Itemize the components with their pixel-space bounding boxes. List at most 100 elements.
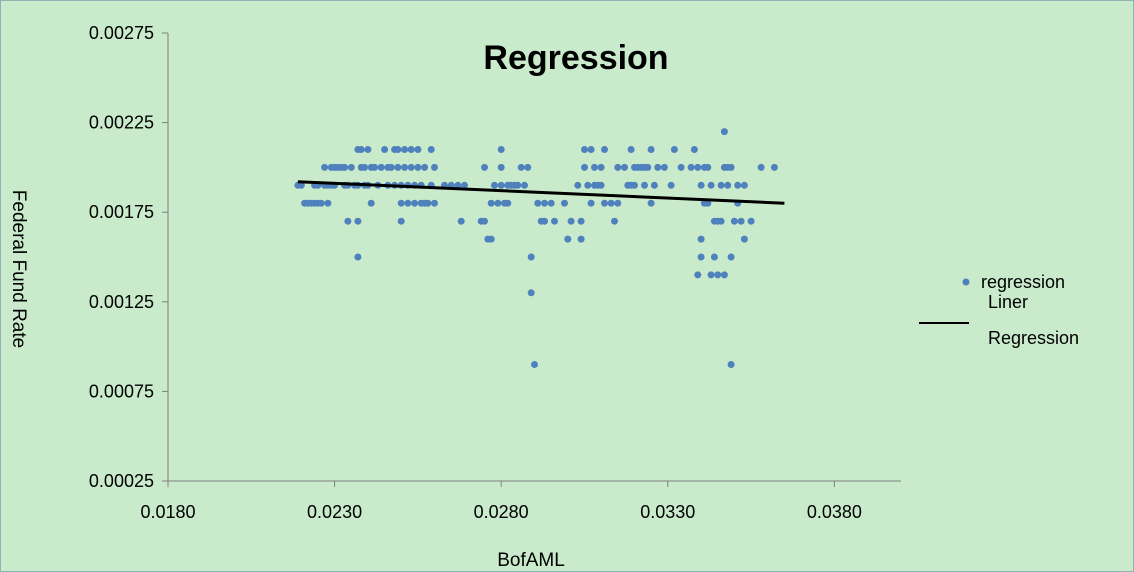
scatter-point xyxy=(577,235,585,243)
scatter-point xyxy=(401,163,409,171)
scatter-point xyxy=(614,199,622,207)
scatter-point xyxy=(487,199,495,207)
scatter-point xyxy=(407,146,415,153)
scatter-point xyxy=(690,146,698,153)
scatter-point xyxy=(747,217,755,225)
scatter-point xyxy=(707,181,715,189)
scatter-point xyxy=(387,163,395,171)
scatter-point xyxy=(367,199,375,207)
scatter-point xyxy=(407,163,415,171)
axes xyxy=(167,33,901,482)
scatter-point xyxy=(321,163,329,171)
x-tick-label: 0.0230 xyxy=(307,502,362,522)
scatter-point xyxy=(364,146,372,153)
scatter-point xyxy=(694,271,702,279)
scatter-point xyxy=(524,163,532,171)
y-ticks: 0.00025 0.00075 0.00125 0.00175 0.00225 0.002… xyxy=(89,23,168,491)
regression-line xyxy=(297,180,785,205)
x-axis-title: BofAML xyxy=(497,550,565,571)
scatter-point xyxy=(541,217,548,225)
scatter-point xyxy=(727,163,735,171)
scatter-point xyxy=(667,181,675,189)
scatter-point xyxy=(697,181,705,189)
scatter-point xyxy=(497,181,505,189)
legend-label-line-1: Liner xyxy=(988,292,1028,312)
x-tick-label: 0.0180 xyxy=(140,502,195,522)
scatter-point xyxy=(641,181,648,189)
scatter-point xyxy=(574,181,582,189)
scatter-point xyxy=(354,217,362,225)
scatter-point xyxy=(770,163,778,171)
scatter-point xyxy=(357,146,365,153)
scatter-point xyxy=(414,146,422,153)
y-tick-label: 0.00125 xyxy=(89,292,154,312)
scatter-point xyxy=(654,163,662,171)
scatter-point xyxy=(727,361,735,368)
legend-marker-regression xyxy=(962,278,970,286)
scatter-point xyxy=(647,199,655,207)
scatter-point xyxy=(404,199,412,207)
scatter-point xyxy=(607,199,615,207)
scatter-point xyxy=(627,146,635,153)
scatter-point xyxy=(697,235,705,243)
scatter-point xyxy=(601,146,608,153)
scatter-point xyxy=(581,146,588,153)
scatter-point xyxy=(491,181,498,189)
scatter-point xyxy=(587,146,595,153)
scatter-point xyxy=(710,253,718,261)
scatter-point xyxy=(740,235,748,243)
scatter-point xyxy=(354,253,362,261)
scatter-point xyxy=(317,199,325,207)
scatter-point xyxy=(457,217,465,225)
legend-label-regression: regression xyxy=(981,272,1065,292)
scatter-point xyxy=(737,217,745,225)
scatter-point xyxy=(401,146,409,153)
scatter-point xyxy=(647,146,655,153)
scatter-point xyxy=(714,271,722,279)
scatter-point xyxy=(631,181,638,189)
scatter-point xyxy=(757,163,765,171)
y-axis-title: Federal Fund Rate xyxy=(8,190,29,348)
regression-line-group xyxy=(297,180,785,205)
scatter-point xyxy=(551,217,558,225)
scatter-point xyxy=(561,199,568,207)
scatter-point xyxy=(347,163,355,171)
y-tick-label: 0.00175 xyxy=(89,202,154,222)
scatter-point xyxy=(650,181,658,189)
scatter-point xyxy=(717,217,725,225)
scatter-point xyxy=(597,181,605,189)
scatter-point xyxy=(371,163,379,171)
scatter-point xyxy=(487,235,495,243)
scatter-point xyxy=(397,217,405,225)
scatter-point xyxy=(534,199,542,207)
x-tick-label: 0.0330 xyxy=(640,502,695,522)
scatter-point xyxy=(297,181,305,189)
scatter-point xyxy=(670,146,678,153)
scatter-point xyxy=(504,199,512,207)
scatter-point xyxy=(720,128,728,136)
scatter-point xyxy=(577,217,585,225)
scatter-point xyxy=(614,163,622,171)
scatter-point xyxy=(377,163,385,171)
scatter-point xyxy=(704,199,712,207)
scatter-point xyxy=(341,163,349,171)
scatter-point xyxy=(497,163,505,171)
scatter-point xyxy=(644,163,652,171)
scatter-point xyxy=(527,253,535,261)
scatter-point xyxy=(541,199,548,207)
scatter-point xyxy=(687,163,695,171)
scatter-point xyxy=(411,199,419,207)
scatter-point xyxy=(601,199,608,207)
chart-title: Regression xyxy=(483,39,668,77)
scatter-point xyxy=(564,235,572,243)
y-tick-label: 0.00225 xyxy=(89,113,154,133)
scatter-point xyxy=(707,271,715,279)
scatter-point xyxy=(431,199,438,207)
scatter-point xyxy=(621,163,628,171)
scatter-point xyxy=(730,217,738,225)
scatter-point xyxy=(547,199,555,207)
x-tick-label: 0.0380 xyxy=(807,502,862,522)
scatter-point xyxy=(394,146,402,153)
